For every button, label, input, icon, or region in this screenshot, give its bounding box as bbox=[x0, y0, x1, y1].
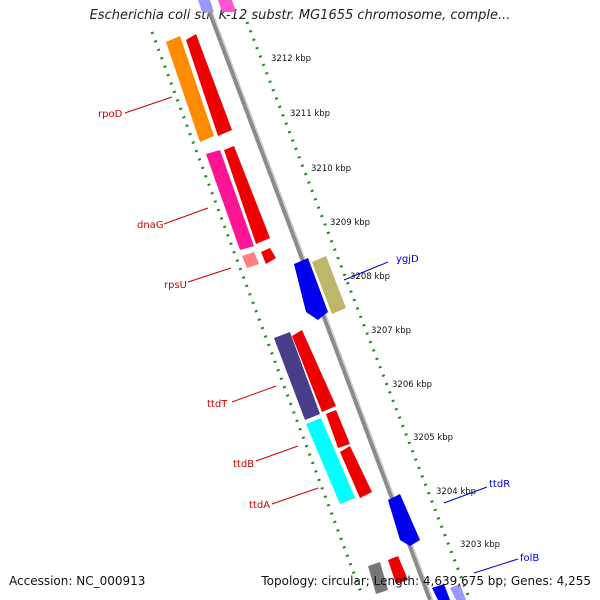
tick-label: 3208 kbp bbox=[350, 272, 390, 282]
leader-line bbox=[343, 261, 389, 281]
gene-feature bbox=[388, 556, 408, 584]
gene-label-ttdR: ttdR bbox=[489, 479, 510, 490]
gene-feature bbox=[326, 410, 350, 448]
gene-feature-rpoD bbox=[166, 36, 214, 142]
tick-labels: 3212 kbp 3211 kbp 3210 kbp 3209 kbp 3208… bbox=[271, 54, 500, 550]
tick-label: 3203 kbp bbox=[460, 540, 500, 550]
leader-line bbox=[187, 267, 232, 283]
map-title: Escherichia coli str. K-12 substr. MG165… bbox=[89, 8, 511, 23]
tick-label: 3206 kbp bbox=[392, 380, 432, 390]
leader-line bbox=[271, 487, 319, 505]
gene-label-rpoD: rpoD bbox=[98, 109, 123, 120]
tick-label: 3212 kbp bbox=[271, 54, 311, 64]
gene-feature bbox=[186, 34, 232, 136]
gene-label-ttdB: ttdB bbox=[233, 459, 254, 470]
outer-dotted-line bbox=[245, 21, 470, 596]
gene-label-rpsU: rpsU bbox=[164, 280, 187, 291]
tick-label: 3209 kbp bbox=[330, 218, 370, 228]
gene-feature bbox=[368, 562, 388, 594]
tick-label: 3207 kbp bbox=[371, 326, 411, 336]
gene-feature-rpsU bbox=[242, 252, 259, 268]
inner-dotted-line bbox=[150, 31, 364, 596]
gene-label-dnaG: dnaG bbox=[137, 220, 164, 231]
gene-feature bbox=[294, 258, 328, 320]
gene-features-inner bbox=[166, 0, 408, 594]
gene-feature-ygjD bbox=[312, 256, 346, 314]
tick-label: 3210 kbp bbox=[311, 164, 351, 174]
gene-label-ygjD: ygjD bbox=[396, 254, 419, 265]
gene-feature bbox=[198, 0, 214, 12]
leader-line bbox=[473, 558, 519, 574]
gene-feature bbox=[218, 0, 236, 12]
leader-line bbox=[163, 207, 209, 225]
tick-label: 3211 kbp bbox=[290, 109, 330, 119]
gene-feature bbox=[224, 146, 270, 244]
gene-feature-ttdB bbox=[306, 418, 355, 504]
gene-feature-ttdT bbox=[274, 332, 320, 420]
tick-label: 3204 kbp bbox=[436, 487, 476, 497]
gene-features-outer bbox=[294, 256, 466, 600]
gene-feature bbox=[292, 330, 336, 412]
gene-feature-folB bbox=[432, 584, 450, 600]
accession-label: Accession: NC_000913 bbox=[9, 574, 146, 588]
gene-feature bbox=[450, 584, 466, 600]
leader-line bbox=[443, 486, 488, 504]
leader-line bbox=[231, 385, 277, 403]
gene-feature-ttdR bbox=[388, 494, 420, 546]
gene-feature-dnaG bbox=[206, 150, 254, 250]
topology-label: Topology: circular; Length: 4,639,675 bp… bbox=[261, 574, 591, 588]
gene-feature bbox=[261, 248, 276, 264]
leader-line bbox=[255, 445, 299, 462]
gene-label-ttdT: ttdT bbox=[207, 399, 228, 410]
left-gene-labels: rpoD dnaG rpsU ttdT ttdB ttdA bbox=[98, 96, 319, 511]
gene-label-folB: folB bbox=[520, 553, 539, 564]
tick-label: 3205 kbp bbox=[413, 433, 453, 443]
leader-line bbox=[124, 96, 173, 114]
right-gene-labels: ygjD ttdR folB bbox=[343, 254, 539, 574]
gene-label-ttdA: ttdA bbox=[249, 500, 270, 511]
gene-feature-ttdA bbox=[340, 446, 372, 498]
